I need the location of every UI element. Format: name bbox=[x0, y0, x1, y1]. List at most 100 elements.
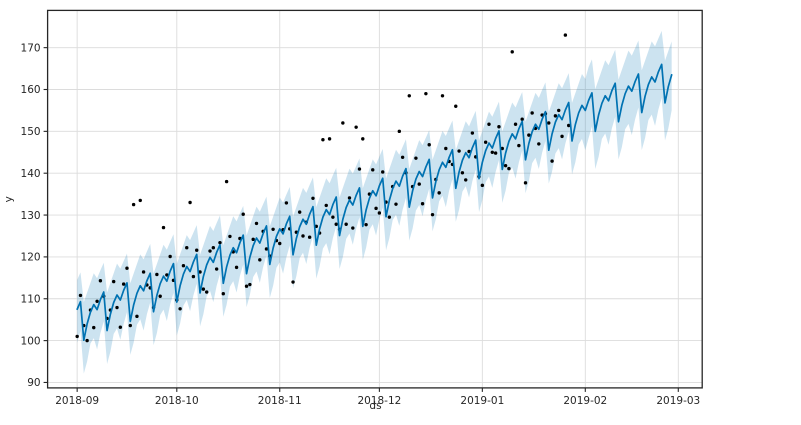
observation-point bbox=[297, 210, 302, 214]
observation-point bbox=[507, 166, 511, 171]
y-tick-label: 110 bbox=[21, 293, 41, 305]
y-tick-label: 120 bbox=[21, 252, 41, 264]
observation-point bbox=[85, 338, 89, 343]
observation-point bbox=[381, 170, 385, 174]
observation-point bbox=[377, 211, 382, 215]
observation-point bbox=[454, 104, 458, 108]
observation-point bbox=[440, 94, 445, 98]
observation-point bbox=[115, 305, 119, 310]
forecast-line bbox=[76, 63, 673, 342]
x-tick-label: 2019-01 bbox=[460, 395, 504, 407]
observation-point bbox=[301, 234, 305, 238]
observation-point bbox=[387, 215, 392, 219]
x-tick-label: 2019-03 bbox=[656, 395, 700, 407]
y-tick-label: 100 bbox=[21, 335, 41, 347]
observation-point bbox=[400, 155, 405, 159]
observation-point bbox=[284, 201, 289, 205]
observation-point bbox=[523, 181, 528, 185]
observation-point bbox=[158, 294, 162, 298]
x-tick-label: 2018-11 bbox=[258, 395, 302, 407]
observation-point bbox=[244, 284, 249, 288]
observation-point bbox=[444, 146, 448, 151]
observation-point bbox=[341, 121, 345, 125]
y-tick-label: 130 bbox=[21, 210, 41, 222]
observation-point bbox=[457, 149, 461, 153]
observation-point bbox=[334, 222, 338, 226]
observation-point bbox=[278, 241, 282, 246]
observation-point bbox=[560, 134, 564, 139]
observation-point bbox=[121, 282, 126, 286]
observation-point bbox=[530, 111, 534, 115]
observation-point bbox=[92, 325, 96, 330]
observation-point bbox=[138, 198, 142, 203]
observation-point bbox=[258, 258, 262, 262]
observation-point bbox=[357, 167, 362, 171]
observation-point bbox=[208, 249, 212, 253]
observation-point bbox=[201, 287, 206, 291]
observation-point bbox=[248, 282, 252, 287]
y-tick-label: 170 bbox=[21, 42, 41, 54]
observation-point bbox=[224, 179, 229, 184]
y-tick-label: 90 bbox=[27, 377, 40, 389]
observation-point bbox=[168, 254, 172, 259]
observation-point bbox=[128, 323, 132, 328]
observation-point bbox=[493, 151, 498, 155]
observation-point bbox=[374, 206, 378, 211]
observation-point bbox=[424, 91, 428, 96]
observation-point bbox=[111, 279, 116, 284]
observation-point bbox=[78, 293, 83, 298]
observation-point bbox=[407, 94, 411, 98]
observation-point bbox=[550, 159, 554, 163]
observation-point bbox=[460, 171, 465, 175]
observation-point bbox=[497, 125, 501, 129]
observation-point bbox=[510, 50, 514, 54]
observation-point bbox=[155, 272, 159, 277]
observation-point bbox=[254, 221, 259, 226]
observation-point bbox=[347, 196, 352, 200]
x-tick-label: 2019-02 bbox=[563, 395, 607, 407]
observation-point bbox=[470, 131, 475, 135]
observation-point bbox=[214, 267, 219, 271]
observation-point bbox=[430, 212, 435, 217]
observation-point bbox=[566, 123, 571, 128]
observation-point bbox=[467, 149, 471, 154]
observation-point bbox=[547, 121, 551, 125]
observation-point bbox=[311, 196, 315, 201]
x-tick-label: 2018-09 bbox=[55, 395, 99, 407]
observation-point bbox=[513, 122, 518, 126]
y-tick-label: 160 bbox=[21, 84, 41, 96]
observation-point bbox=[198, 270, 202, 274]
observation-point bbox=[420, 202, 425, 206]
observation-point bbox=[500, 146, 504, 151]
x-axis-label: ds bbox=[369, 400, 382, 412]
observation-point bbox=[557, 108, 561, 113]
observation-point bbox=[307, 235, 312, 239]
observation-point bbox=[188, 200, 192, 205]
x-tick-label: 2018-10 bbox=[155, 395, 199, 407]
x-tick-label: 2018-12 bbox=[357, 395, 401, 407]
observation-point bbox=[291, 280, 295, 284]
observation-point bbox=[361, 137, 365, 141]
observation-point bbox=[125, 266, 129, 270]
observation-point bbox=[264, 247, 269, 251]
observation-point bbox=[141, 270, 146, 274]
observation-point bbox=[165, 273, 169, 277]
observation-point bbox=[520, 117, 524, 121]
observation-point bbox=[218, 240, 222, 245]
observation-point bbox=[191, 274, 196, 279]
observation-point bbox=[563, 33, 568, 37]
axes-spines bbox=[46, 9, 703, 389]
observation-point bbox=[185, 246, 189, 250]
observation-point bbox=[371, 168, 375, 172]
observation-point bbox=[397, 129, 402, 134]
observation-point bbox=[464, 178, 468, 182]
observation-point bbox=[98, 279, 103, 283]
observation-point bbox=[553, 114, 558, 118]
observation-point bbox=[414, 156, 418, 160]
observation-point bbox=[161, 225, 166, 230]
observation-point bbox=[364, 222, 368, 227]
observation-point bbox=[204, 290, 209, 294]
axes-background bbox=[47, 10, 703, 388]
observation-point bbox=[321, 138, 325, 142]
